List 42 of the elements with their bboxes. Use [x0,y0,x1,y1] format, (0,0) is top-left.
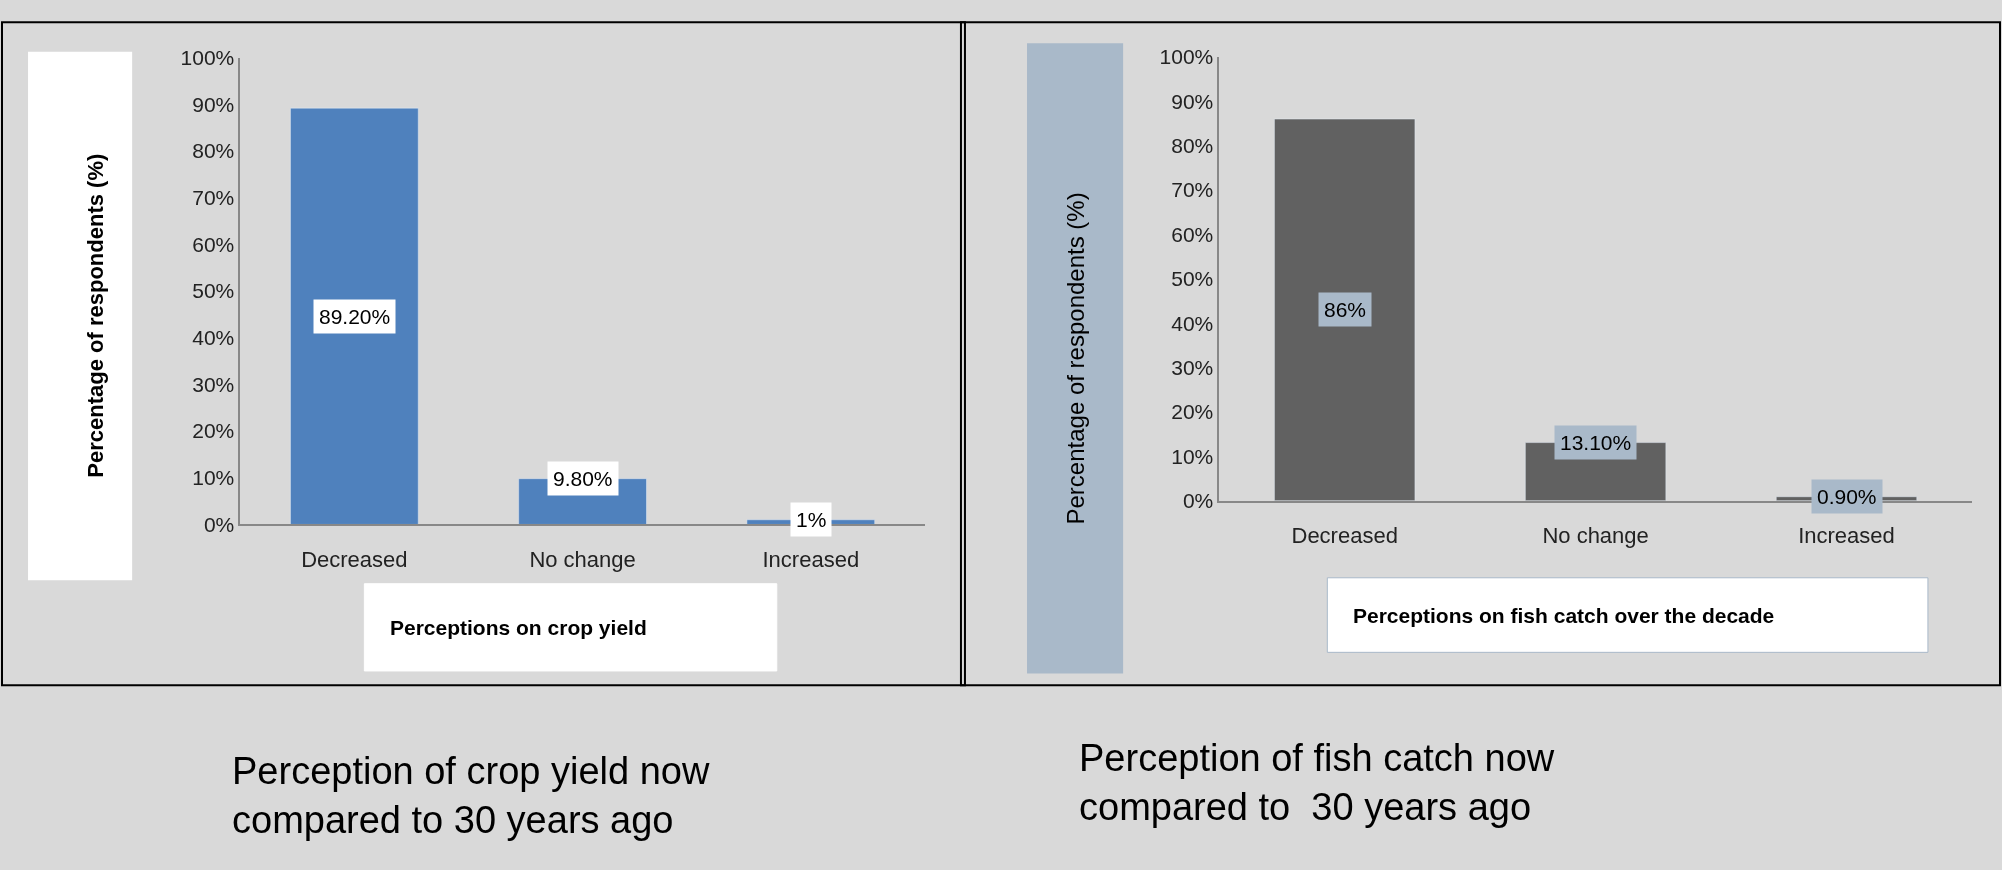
y-tick-label: 20% [1171,400,1214,424]
y-tick-label: 100% [1159,45,1214,69]
y-tick-label: 60% [1171,222,1214,246]
bar [1274,118,1416,501]
data-label: 1% [796,508,827,531]
y-tick-label: 40% [1171,311,1214,335]
y-tick-label: 80% [192,139,235,163]
text: Perception of fish catch now compared to 30 years ago [1079,737,1555,829]
x-tick-label: Decreased [301,546,408,572]
text: Perception of crop yield now compared to 30 years ago [232,750,710,842]
y-tick-label: 90% [192,92,235,116]
data-label: 0.90% [1817,485,1877,508]
y-tick-label: 30% [192,372,235,396]
y-tick-label: 40% [192,326,235,350]
y-tick-label: 80% [1171,134,1214,158]
y-tick-label: 0% [1182,489,1214,513]
x-tick-label: No change [529,546,636,572]
y-tick-label: 90% [1171,89,1214,113]
y-tick-label: 0% [203,512,235,536]
x-tick-label: Increased [762,546,860,572]
x-axis-title: Perceptions on fish catch over the decade [1353,604,1775,627]
x-axis-title: Perceptions on crop yield [390,616,647,639]
data-label: 89.20% [319,305,391,328]
y-tick-label: 50% [192,279,235,303]
y-tick-label: 70% [192,186,235,210]
y-tick-label: 100% [180,46,235,70]
data-label: 86% [1324,298,1367,321]
y-tick-label: 30% [1171,355,1214,379]
y-tick-label: 70% [1171,178,1214,202]
y-tick-label: 60% [192,232,235,256]
y-tick-label: 10% [1171,444,1214,468]
y-axis-title: Percentage of respondents (%) [82,153,108,478]
y-tick-label: 20% [192,419,235,443]
y-axis-title: Percentage of respondents (%) [1061,192,1089,525]
x-tick-label: No change [1542,522,1649,548]
x-tick-label: Decreased [1291,522,1398,548]
bar [290,107,419,525]
data-label: 13.10% [1560,431,1632,454]
y-tick-label: 10% [192,466,235,490]
data-label: 9.80% [553,467,613,490]
x-tick-label: Increased [1798,522,1895,548]
y-tick-label: 50% [1171,267,1214,291]
